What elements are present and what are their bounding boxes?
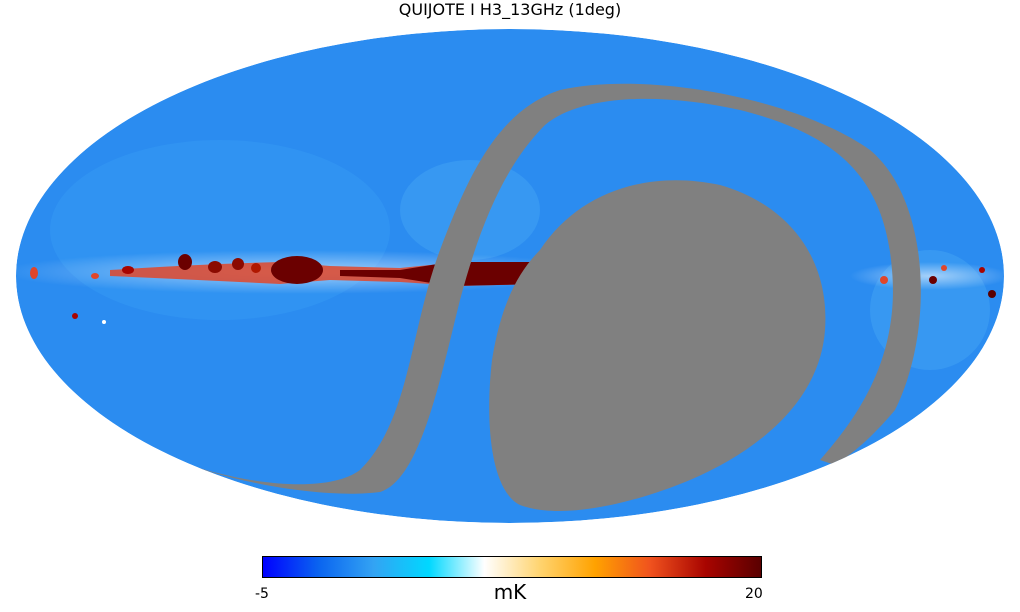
mask-inner-region	[489, 180, 826, 511]
source-14	[988, 290, 996, 298]
mask-outer-band	[120, 83, 921, 494]
source-4	[251, 263, 261, 273]
colorbar-min-label: -5	[255, 586, 269, 602]
map-title: QUIJOTE I H3_13GHz (1deg)	[398, 0, 622, 19]
source-1	[178, 254, 192, 270]
source-2	[208, 261, 222, 273]
source-3	[232, 258, 244, 270]
cygnus-region	[271, 256, 323, 284]
galactic-plane-glow-right	[850, 262, 1004, 290]
source-8	[72, 313, 78, 319]
source-5	[122, 266, 134, 274]
source-10	[880, 276, 888, 284]
source-11	[929, 276, 937, 284]
colorbar-max-label: 20	[745, 586, 763, 602]
source-13	[979, 267, 985, 273]
colorbar-unit-label: mK	[493, 580, 527, 604]
colorbar	[262, 556, 762, 578]
sky-map	[16, 29, 1004, 523]
source-9	[102, 320, 106, 324]
source-12	[941, 265, 947, 271]
source-6	[91, 273, 99, 279]
source-7	[30, 267, 38, 279]
